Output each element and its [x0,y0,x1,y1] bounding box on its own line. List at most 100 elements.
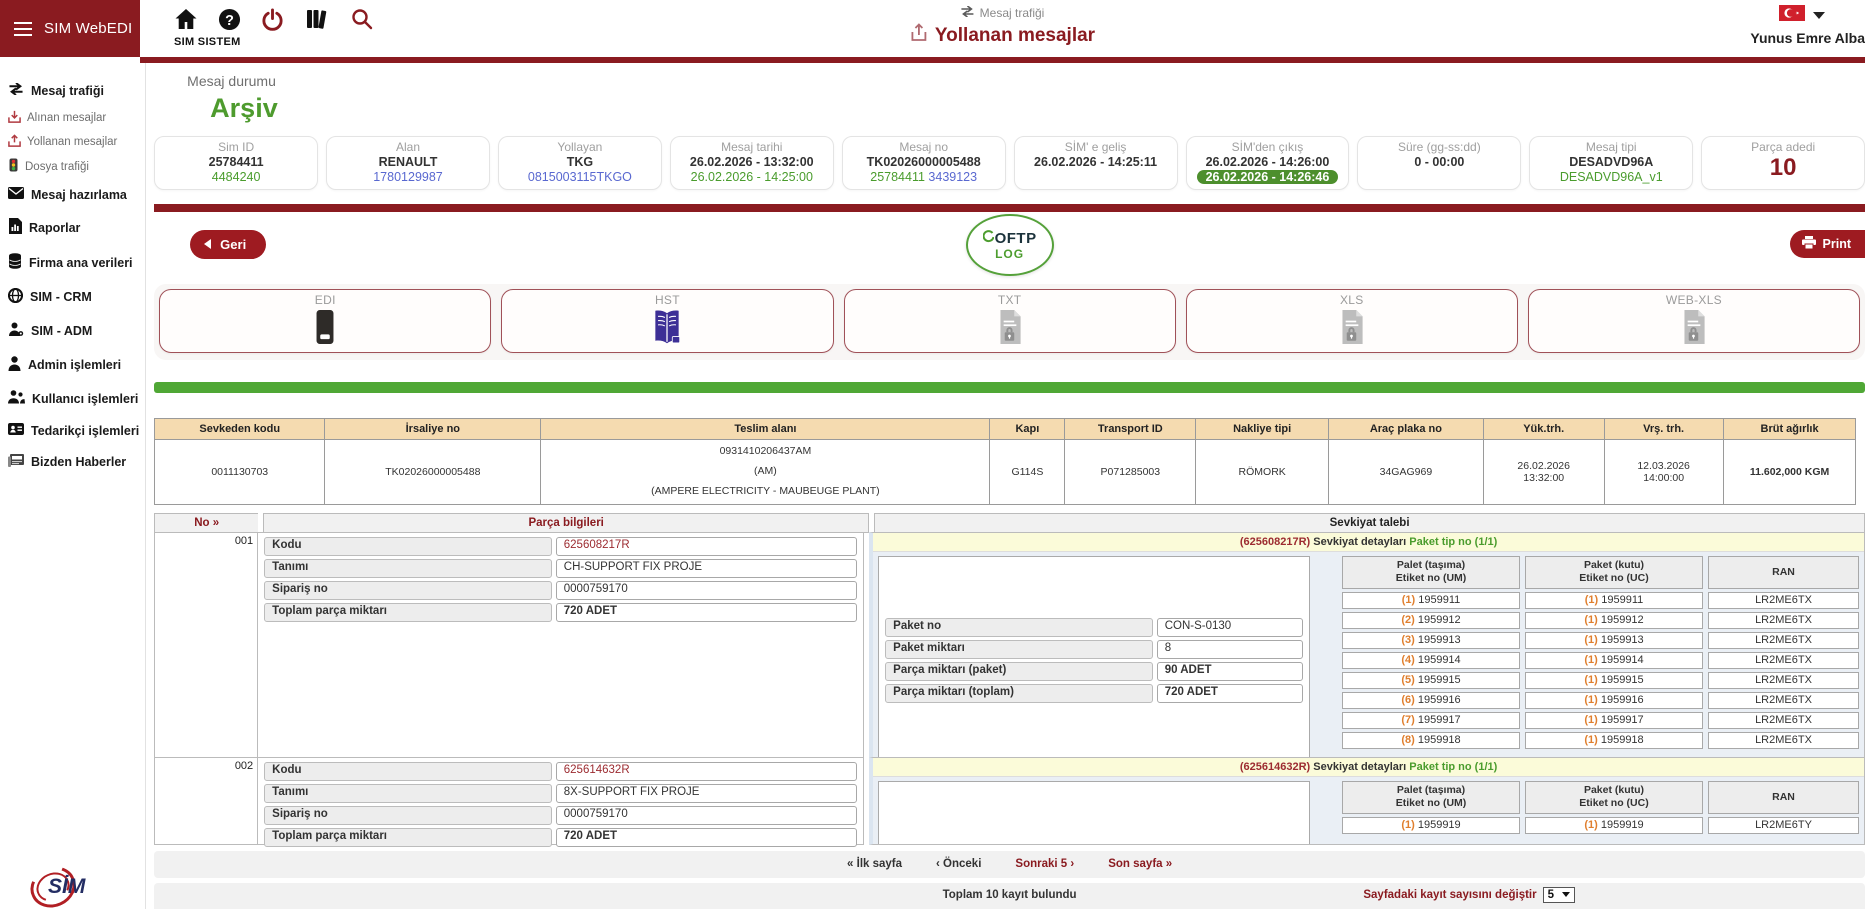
card-alan: Alan RENAULT 1780129987 [326,136,490,190]
sidebar-item-mesaj-hazirlama[interactable]: Mesaj hazırlama [0,179,145,210]
kodu-value: 625608217R [555,536,858,556]
user-name[interactable]: Yunus Emre Alba [1750,30,1865,46]
database-icon [8,253,22,272]
detail-item-001: 001 Kodu 625608217R Tanımı CH-SUPPORT FIX … [154,531,1865,758]
sidebar-item-kullanici-islemleri[interactable]: Kullanıcı işlemleri [0,382,145,415]
card-mesaj-tarihi: Mesaj tarihi 26.02.2026 - 13:32:00 26.02… [669,136,834,190]
paket-panel [878,780,1311,844]
file-lock-icon [1680,310,1708,349]
file-lock-icon [1338,310,1366,349]
traffic-light-icon [8,158,19,175]
print-button[interactable]: Print [1789,230,1865,258]
open-book-icon [651,310,683,349]
red-separator-bar [154,204,1865,212]
sidebar-item-raporlar[interactable]: Raporlar [0,210,145,245]
card-sim-gelis: SİM' e geliş 26.02.2026 - 14:25:11 [1013,136,1178,190]
next-page-link[interactable]: Sonraki 5 › [1015,858,1075,871]
first-page-link[interactable]: « İlk sayfa [847,858,903,871]
sidebar-item-bizden-haberler[interactable]: Bizden Haberler [0,446,145,478]
card-mesaj-tipi: Mesaj tipi DESADVD96A DESADVD96A_v1 [1529,136,1694,190]
page-size-label: Sayfadaki kayıt sayısını değiştir [1363,888,1537,901]
upload-icon [910,23,927,48]
sevkiyat-detail-strip: (625614632R) Sevkiyat detayları Paket ti… [873,757,1864,777]
paket-panel: Paket no CON-S-0130 Paket miktarı 8 Parça … [878,555,1311,757]
tab-hst[interactable]: HST [501,289,834,353]
sevkiyat-detail-strip: (625608217R) Sevkiyat detayları Paket ti… [873,532,1864,552]
etiket-row: (8) 1959918 (1) 1959918 LR2ME6TX [1342,732,1859,750]
sidebar-item-dosya-trafigi[interactable]: Dosya trafiği [0,154,145,179]
tab-xls[interactable]: XLS [1185,289,1518,353]
paket-no-value: CON-S-0130 [1156,617,1304,637]
sidebar-item-admin-islemleri[interactable]: Admin işlemleri [0,348,145,382]
shipment-table: Sevkeden kodu İrsaliye no Teslim alanı K… [154,418,1857,505]
detail-item-002: 002 Kodu 625614632R Tanımı 8X-SUPPORT FIX … [154,756,1865,847]
menu-icon[interactable] [14,18,32,40]
page-size-select[interactable]: 5 [1542,886,1575,903]
page-title-block: Mesaj trafiği Yollanan mesajlar [910,5,1096,48]
page-title: Yollanan mesajlar [934,24,1096,46]
search-icon[interactable] [350,7,374,31]
detail-sevkiyat-header: Sevkiyat talebi [874,512,1865,533]
prev-page-link[interactable]: ‹ Önceki [936,858,982,871]
total-records-label: Toplam 10 kayıt bulundu [942,888,1077,901]
kodu-value: 625614632R [555,761,858,781]
svg-text:?: ? [225,12,234,28]
sidebar-item-alinan-mesajlar[interactable]: Alınan mesajlar [0,106,145,130]
app-title: SIM WebEDI [44,20,133,37]
card-sim-id: Sim ID 25784411 4484240 [154,136,319,190]
upload-icon [8,134,21,150]
file-format-tabs: EDI HST TXT XLS WEB-XLS [154,284,1865,360]
sidebar-item-firma-ana-verileri[interactable]: Firma ana verileri [0,245,145,280]
back-arrow-icon [204,237,212,252]
last-page-link[interactable]: Son sayfa » [1108,858,1173,871]
status-cards: Sim ID 25784411 4484240 Alan RENAULT 178… [154,136,1865,190]
main-content: Mesaj durumu Arşiv Sim ID 25784411 44842… [146,63,1865,909]
oftp-log-button[interactable]: OFTP LOG [965,214,1054,276]
library-icon[interactable] [304,7,330,31]
system-label: SIM SISTEM [174,36,241,48]
card-parca-adedi: Parça adedi 10 [1701,136,1865,190]
detail-no-header: No » [154,512,259,533]
siparis-value: 0000759170 [555,580,858,600]
green-separator-bar [154,382,1865,393]
card-sure: Süre (gg-ss:dd) 0 - 00:00 [1357,136,1522,190]
tab-edi[interactable]: EDI [159,289,492,353]
sidebar-item-sim-crm[interactable]: SIM - CRM [0,280,145,314]
home-icon[interactable] [174,7,198,31]
tab-web-xls[interactable]: WEB-XLS [1527,289,1861,353]
oftp-arrow-icon [982,229,995,247]
user-icon [8,356,21,374]
etiket-row: (1) 1959911 (1) 1959911 LR2ME6TX [1342,592,1859,610]
user-gear-icon [8,322,24,340]
printer-icon [1801,236,1816,252]
tab-txt[interactable]: TXT [843,289,1176,353]
help-icon[interactable]: ? [218,8,241,31]
section-label: Mesaj durumu [187,73,276,89]
card-mesaj-no: Mesaj no TK02026000005488 25784411 34391… [841,136,1006,190]
power-icon[interactable] [261,7,284,31]
chevron-down-icon [1562,892,1570,898]
back-button[interactable]: Geri [190,230,267,259]
sidebar-item-yollanan-mesajlar[interactable]: Yollanan mesajlar [0,130,145,154]
turkish-flag-icon[interactable] [1779,5,1805,26]
app-header: SIM WebEDI ? SIM SISTEM Mesaj trafiği Yo… [0,0,1865,57]
etiket-row: (4) 1959914 (1) 1959914 LR2ME6TX [1342,652,1859,670]
detail-section: No » Parça bilgileri Sevkiyat talebi 001… [154,512,1865,847]
etiket-table: Palet (taşıma) Etiket no (UM) Paket (kutu… [1342,780,1859,844]
etiket-row: (7) 1959917 (1) 1959917 LR2ME6TX [1342,712,1859,730]
etiket-row: (6) 1959916 (1) 1959916 LR2ME6TX [1342,692,1859,710]
detail-parca-header: Parça bilgileri [263,512,870,533]
tanimi-value: 8X-SUPPORT FIX PROJE [555,783,858,803]
sidebar-item-mesaj-trafigi[interactable]: Mesaj trafiği [0,75,145,106]
sidebar-item-tedarikci-islemleri[interactable]: Tedarikçi işlemleri [0,415,145,446]
language-dropdown-caret[interactable] [1813,12,1825,19]
toolbar: Geri OFTP LOG Print [154,212,1865,282]
tanimi-value: CH-SUPPORT FIX PROJE [555,558,858,578]
sidebar-item-sim-adm[interactable]: SIM - ADM [0,314,145,348]
status-badge: 26.02.2026 - 14:26:46 [1196,170,1339,184]
report-chart-icon [8,218,22,237]
book-icon [312,310,338,349]
siparis-value: 0000759170 [555,805,858,825]
header-icons: ? SIM SISTEM [174,4,374,48]
etiket-row: (1) 1959919 (1) 1959919 LR2ME6TY [1342,817,1859,835]
